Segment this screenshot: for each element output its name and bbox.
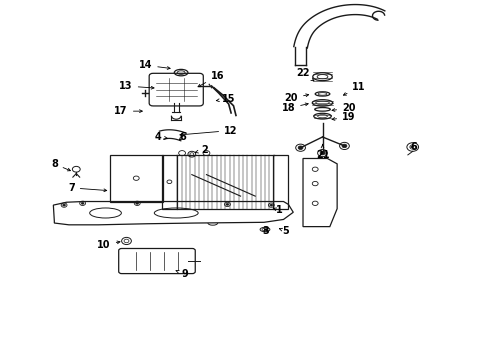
Text: 6: 6 bbox=[410, 142, 417, 152]
Text: 15: 15 bbox=[216, 94, 235, 104]
Circle shape bbox=[62, 204, 65, 206]
Circle shape bbox=[225, 203, 228, 206]
Text: 18: 18 bbox=[281, 103, 307, 113]
Text: 5: 5 bbox=[279, 226, 289, 236]
Text: 22: 22 bbox=[296, 68, 313, 81]
Circle shape bbox=[320, 151, 325, 155]
Text: 6: 6 bbox=[179, 132, 185, 142]
Text: 19: 19 bbox=[331, 112, 355, 122]
Text: 14: 14 bbox=[139, 60, 170, 70]
Text: 1: 1 bbox=[273, 206, 283, 216]
Circle shape bbox=[269, 204, 272, 206]
Text: 2: 2 bbox=[195, 145, 207, 155]
Circle shape bbox=[136, 202, 139, 204]
Text: 16: 16 bbox=[198, 71, 224, 87]
Text: 12: 12 bbox=[180, 126, 237, 136]
Text: 3: 3 bbox=[262, 226, 268, 236]
Text: 4: 4 bbox=[154, 132, 167, 142]
Bar bbox=[161, 155, 177, 209]
Text: 11: 11 bbox=[343, 82, 365, 95]
Text: 9: 9 bbox=[176, 269, 188, 279]
Text: 13: 13 bbox=[119, 81, 154, 91]
Bar bbox=[272, 155, 288, 209]
Text: 20: 20 bbox=[331, 103, 355, 113]
Text: 20: 20 bbox=[284, 93, 308, 103]
Text: 21: 21 bbox=[315, 144, 328, 160]
Circle shape bbox=[298, 146, 303, 149]
Text: 10: 10 bbox=[97, 240, 120, 250]
Circle shape bbox=[341, 144, 346, 148]
Text: 17: 17 bbox=[114, 106, 142, 116]
Text: 8: 8 bbox=[51, 159, 70, 171]
Text: 7: 7 bbox=[68, 183, 106, 193]
Circle shape bbox=[81, 202, 84, 204]
